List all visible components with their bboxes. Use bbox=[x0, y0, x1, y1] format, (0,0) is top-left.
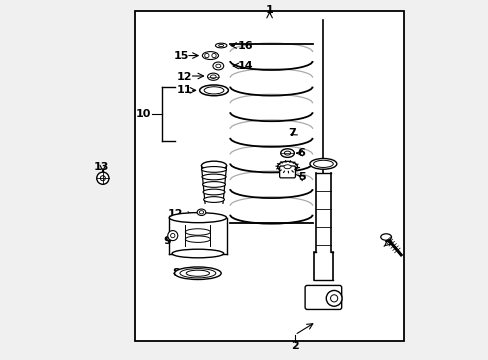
Text: 7: 7 bbox=[288, 129, 296, 138]
Ellipse shape bbox=[174, 267, 221, 279]
Circle shape bbox=[100, 176, 105, 181]
Circle shape bbox=[330, 295, 337, 302]
Ellipse shape bbox=[313, 160, 333, 167]
FancyBboxPatch shape bbox=[305, 285, 341, 310]
Ellipse shape bbox=[199, 85, 228, 96]
Ellipse shape bbox=[215, 64, 221, 68]
Text: 15: 15 bbox=[173, 50, 188, 60]
Ellipse shape bbox=[284, 151, 290, 155]
Ellipse shape bbox=[210, 75, 216, 78]
Circle shape bbox=[325, 291, 341, 306]
Text: 4: 4 bbox=[383, 236, 391, 246]
Ellipse shape bbox=[201, 167, 226, 172]
Text: 3: 3 bbox=[312, 301, 319, 311]
Text: 14: 14 bbox=[238, 61, 253, 71]
Ellipse shape bbox=[203, 189, 224, 195]
FancyBboxPatch shape bbox=[279, 166, 295, 178]
Text: 6: 6 bbox=[297, 148, 305, 158]
Ellipse shape bbox=[284, 165, 290, 169]
Text: 12: 12 bbox=[177, 72, 192, 82]
Ellipse shape bbox=[172, 249, 223, 258]
Ellipse shape bbox=[207, 73, 219, 80]
Ellipse shape bbox=[277, 161, 297, 172]
Ellipse shape bbox=[212, 62, 223, 70]
Text: 11: 11 bbox=[177, 85, 192, 95]
Ellipse shape bbox=[280, 149, 294, 157]
Ellipse shape bbox=[309, 158, 336, 169]
Ellipse shape bbox=[218, 44, 223, 46]
Ellipse shape bbox=[185, 236, 210, 242]
Ellipse shape bbox=[169, 213, 226, 223]
Circle shape bbox=[170, 233, 175, 238]
Circle shape bbox=[204, 53, 208, 58]
Ellipse shape bbox=[202, 181, 225, 187]
Text: 10: 10 bbox=[136, 109, 151, 119]
Bar bbox=[135, 12, 403, 341]
Circle shape bbox=[97, 172, 109, 184]
Ellipse shape bbox=[202, 174, 225, 180]
Ellipse shape bbox=[215, 43, 226, 48]
Text: 1: 1 bbox=[265, 5, 273, 15]
Circle shape bbox=[167, 230, 178, 240]
Ellipse shape bbox=[180, 269, 215, 278]
Text: 2: 2 bbox=[290, 341, 298, 351]
Text: 12: 12 bbox=[168, 209, 183, 219]
Ellipse shape bbox=[203, 87, 224, 94]
Ellipse shape bbox=[197, 209, 205, 216]
Ellipse shape bbox=[380, 234, 391, 240]
Ellipse shape bbox=[201, 161, 226, 170]
Text: 9: 9 bbox=[163, 236, 171, 246]
Ellipse shape bbox=[202, 51, 218, 59]
Text: 8: 8 bbox=[172, 268, 180, 278]
Text: 13: 13 bbox=[93, 162, 108, 172]
Text: 5: 5 bbox=[297, 172, 305, 182]
Ellipse shape bbox=[186, 270, 209, 276]
Ellipse shape bbox=[185, 229, 210, 235]
Text: 16: 16 bbox=[238, 41, 253, 50]
Ellipse shape bbox=[203, 197, 224, 202]
Circle shape bbox=[211, 53, 216, 58]
Ellipse shape bbox=[199, 211, 203, 214]
